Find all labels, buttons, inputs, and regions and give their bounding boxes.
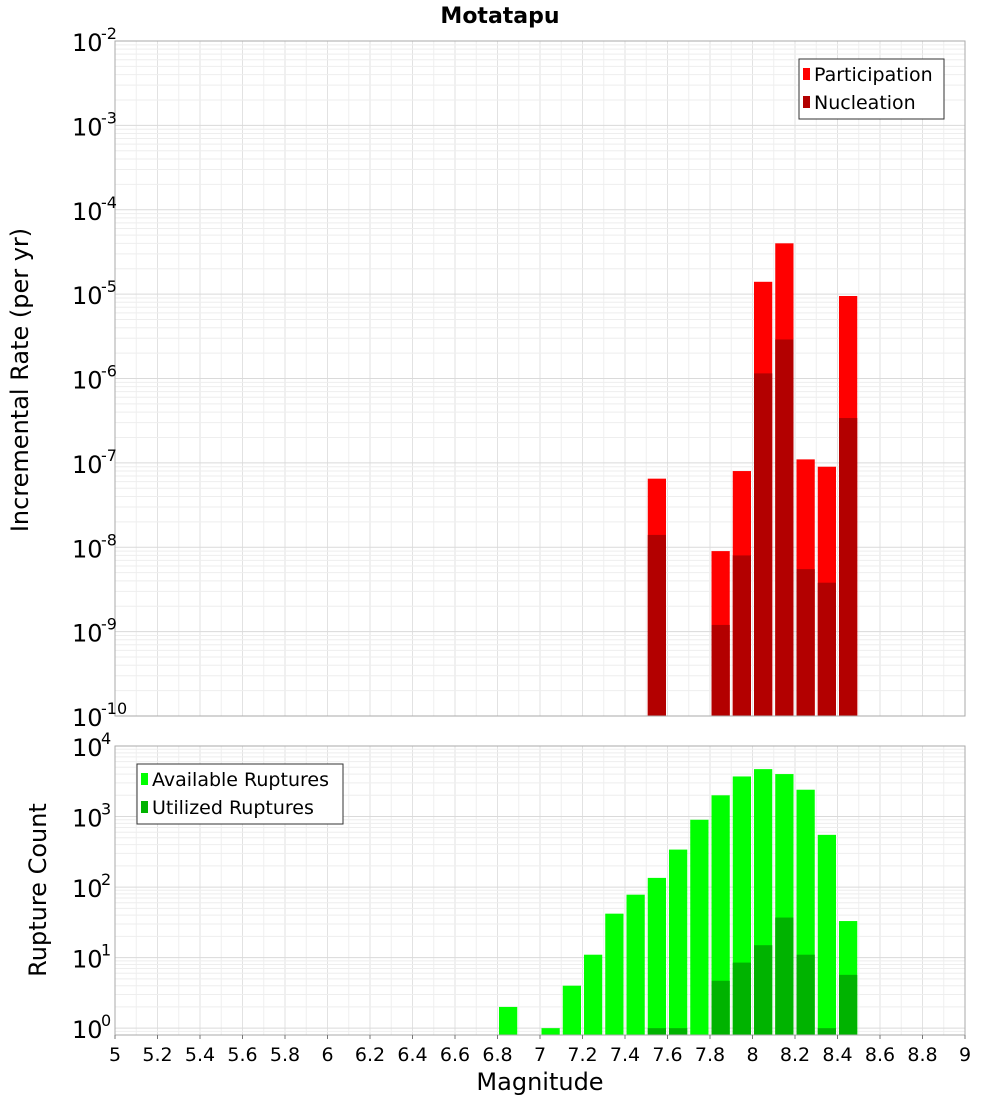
bar-available-ruptures <box>647 877 666 1035</box>
x-tick-label: 5.8 <box>270 1044 300 1066</box>
bar-available-ruptures <box>817 834 836 1035</box>
bar-nucleation <box>711 624 730 716</box>
bar-utilized-ruptures <box>647 1028 666 1035</box>
bar-nucleation <box>775 339 794 716</box>
bar-nucleation <box>817 582 836 716</box>
x-tick-label: 8.4 <box>822 1044 852 1066</box>
bar-available-ruptures <box>605 913 624 1035</box>
bar-utilized-ruptures <box>796 954 815 1035</box>
y-tick-label: 10 <box>72 113 103 141</box>
x-tick-label: 5.6 <box>227 1044 257 1066</box>
x-tick-label: 8.6 <box>865 1044 895 1066</box>
y-tick-label: 10 <box>72 535 103 563</box>
x-tick-label: 6.4 <box>397 1044 427 1066</box>
y-tick-exponent: -6 <box>101 362 117 381</box>
bar-nucleation <box>754 373 773 716</box>
x-tick-label: 7.4 <box>610 1044 640 1066</box>
x-tick-label: 5.2 <box>142 1044 172 1066</box>
legend-swatch <box>803 96 810 108</box>
top-y-axis-label: Incremental Rate (per yr) <box>6 228 34 532</box>
bar-available-ruptures <box>711 795 730 1035</box>
x-tick-label: 5.4 <box>185 1044 215 1066</box>
y-tick-label: 10 <box>72 198 103 226</box>
x-tick-label: 6 <box>321 1044 333 1066</box>
y-tick-label: 10 <box>72 451 103 479</box>
x-tick-label: 8.2 <box>780 1044 810 1066</box>
x-tick-label: 8.8 <box>907 1044 937 1066</box>
legend-box <box>136 763 344 825</box>
x-tick-label: 5 <box>109 1044 121 1066</box>
y-tick-label: 10 <box>72 704 103 732</box>
bar-nucleation <box>796 569 815 716</box>
bar-available-ruptures <box>584 954 603 1035</box>
bar-available-ruptures <box>499 1006 518 1035</box>
y-tick-label: 10 <box>72 946 103 974</box>
legend-label: Nucleation <box>814 92 916 114</box>
bar-nucleation <box>647 534 666 716</box>
bar-utilized-ruptures <box>775 917 794 1035</box>
y-tick-exponent: -4 <box>101 193 117 212</box>
x-tick-label: 7.2 <box>567 1044 597 1066</box>
bar-nucleation <box>732 555 751 716</box>
legend-swatch <box>141 773 148 785</box>
x-tick-label: 7 <box>534 1044 546 1066</box>
bar-available-ruptures <box>690 819 709 1035</box>
y-tick-exponent: -3 <box>101 108 117 127</box>
y-tick-label: 10 <box>72 29 103 57</box>
y-tick-exponent: 1 <box>101 941 111 960</box>
y-tick-label: 10 <box>72 875 103 903</box>
chart-title: Motatapu <box>440 4 559 29</box>
top-panel: 10-1010-910-810-710-610-510-410-310-2Par… <box>72 24 966 732</box>
bar-available-ruptures <box>562 985 581 1035</box>
x-tick-label: 9 <box>959 1044 971 1066</box>
x-tick-label: 8 <box>746 1044 758 1066</box>
y-tick-exponent: -10 <box>101 699 127 718</box>
bottom-y-axis-label: Rupture Count <box>24 803 52 977</box>
x-tick-label: 6.6 <box>440 1044 470 1066</box>
bar-utilized-ruptures <box>669 1028 688 1035</box>
y-tick-exponent: 0 <box>101 1011 111 1030</box>
legend-box <box>798 58 945 120</box>
y-tick-exponent: 3 <box>101 800 111 819</box>
legend-label: Available Ruptures <box>152 769 329 791</box>
bar-available-ruptures <box>541 1028 560 1035</box>
x-tick-label: 6.2 <box>355 1044 385 1066</box>
y-tick-label: 10 <box>72 734 103 762</box>
x-axis-label: Magnitude <box>476 1068 603 1096</box>
bar-utilized-ruptures <box>732 962 751 1035</box>
y-tick-exponent: -9 <box>101 615 117 634</box>
plot-frame <box>114 40 966 717</box>
y-tick-label: 10 <box>72 367 103 395</box>
legend-swatch <box>141 801 148 813</box>
x-tick-label: 7.8 <box>695 1044 725 1066</box>
bar-nucleation <box>839 418 858 716</box>
y-tick-exponent: -8 <box>101 530 117 549</box>
y-tick-exponent: -5 <box>101 277 117 296</box>
y-tick-exponent: 2 <box>101 870 111 889</box>
y-tick-label: 10 <box>72 620 103 648</box>
bar-available-ruptures <box>669 849 688 1035</box>
y-tick-label: 10 <box>72 282 103 310</box>
legend-swatch <box>803 68 810 80</box>
bar-utilized-ruptures <box>839 974 858 1035</box>
y-tick-exponent: 4 <box>101 729 111 748</box>
y-tick-label: 10 <box>72 805 103 833</box>
bar-utilized-ruptures <box>754 945 773 1035</box>
bar-utilized-ruptures <box>817 1028 836 1035</box>
x-tick-label: 6.8 <box>482 1044 512 1066</box>
x-tick-label: 7.6 <box>652 1044 682 1066</box>
legend-label: Utilized Ruptures <box>152 797 314 819</box>
y-tick-exponent: -2 <box>101 24 117 43</box>
bar-available-ruptures <box>626 894 645 1035</box>
legend-label: Participation <box>814 64 933 86</box>
bar-utilized-ruptures <box>711 980 730 1035</box>
y-tick-exponent: -7 <box>101 446 117 465</box>
y-tick-label: 10 <box>72 1016 103 1044</box>
